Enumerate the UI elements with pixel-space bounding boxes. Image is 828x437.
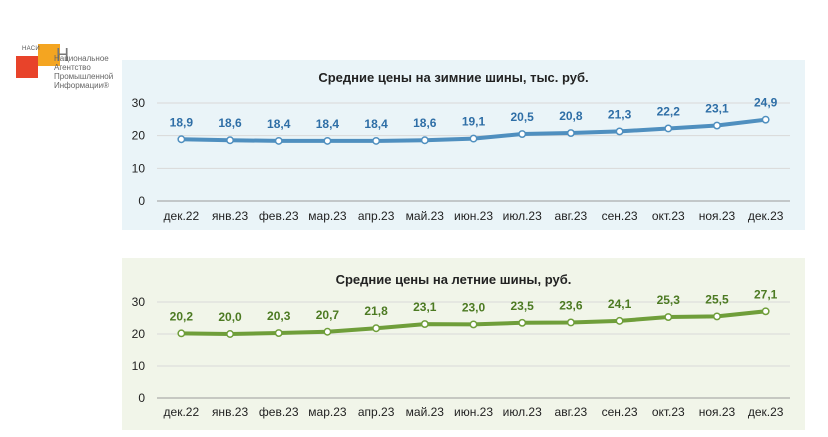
x-tick-label: ноя.23 [699, 405, 736, 419]
data-label: 20,8 [559, 109, 583, 123]
x-tick-label: апр.23 [358, 209, 395, 223]
x-tick-label: окт.23 [652, 209, 685, 223]
data-point [226, 330, 234, 338]
x-tick-label: сен.23 [602, 209, 638, 223]
y-tick-label: 20 [132, 129, 146, 143]
logo-text: Национальное Агентство Промышленной Инфо… [54, 54, 114, 90]
y-tick-label: 10 [132, 359, 146, 373]
x-tick-label: июл.23 [503, 405, 542, 419]
data-point [372, 136, 381, 145]
data-point [518, 130, 527, 138]
data-point [323, 136, 332, 145]
data-label: 21,3 [608, 107, 632, 121]
data-label: 24,1 [608, 297, 632, 311]
data-label: 25,5 [705, 292, 729, 306]
data-point [518, 318, 527, 327]
x-tick-label: дек.23 [748, 405, 784, 419]
x-tick-label: апр.23 [358, 405, 395, 419]
x-tick-label: июн.23 [454, 209, 493, 223]
x-tick-label: янв.23 [212, 209, 249, 223]
data-label: 18,6 [413, 116, 437, 130]
data-point [274, 136, 283, 145]
data-point [323, 327, 332, 336]
x-tick-label: янв.23 [212, 405, 249, 419]
data-label: 23,1 [413, 300, 437, 314]
x-tick-label: мар.23 [308, 405, 347, 419]
x-tick-label: дек.22 [164, 405, 200, 419]
data-point [177, 329, 186, 338]
chart-2: Средние цены на летние шины, руб. 0 10 20 30… [122, 258, 805, 430]
x-tick-label: дек.23 [748, 209, 784, 223]
data-label: 20,5 [511, 110, 535, 124]
data-point [274, 329, 283, 337]
chart-title: Средние цены на летние шины, руб. [336, 272, 572, 287]
data-label: 20,3 [267, 309, 291, 323]
data-point [469, 320, 478, 329]
x-tick-label: авг.23 [555, 405, 588, 419]
x-tick-label: фев.23 [259, 209, 299, 223]
data-label: 20,2 [170, 309, 194, 323]
data-point [761, 115, 770, 124]
data-label: 27,1 [754, 287, 778, 301]
data-label: 22,2 [657, 104, 681, 118]
chart-title: Средние цены на зимние шины, тыс. руб. [318, 70, 588, 85]
data-point [713, 121, 721, 130]
y-tick-label: 0 [138, 194, 145, 208]
y-tick-label: 30 [132, 96, 146, 110]
data-label: 19,1 [462, 115, 486, 129]
data-label: 20,7 [316, 308, 340, 322]
data-point [420, 320, 429, 329]
data-label: 18,6 [218, 116, 242, 130]
x-tick-label: сен.23 [602, 405, 638, 419]
data-label: 23,1 [705, 102, 729, 116]
data-label: 18,4 [316, 117, 340, 131]
data-point [566, 318, 575, 327]
y-tick-label: 30 [132, 295, 146, 309]
logo-initial: Н [56, 45, 69, 65]
data-point [469, 134, 478, 143]
data-label: 20,0 [218, 310, 242, 324]
x-tick-label: май.23 [406, 405, 445, 419]
napi-logo: НАСИ Н Национальное Агентство Промышленн… [16, 44, 126, 104]
x-tick-label: июн.23 [454, 405, 493, 419]
data-point [566, 129, 575, 138]
y-tick-label: 20 [132, 327, 146, 341]
logo-red-square [16, 56, 38, 78]
data-label: 25,3 [657, 293, 681, 307]
data-label: 18,9 [170, 115, 194, 129]
chart-panel [122, 60, 805, 230]
data-label: 23,5 [511, 299, 535, 313]
y-tick-label: 0 [138, 391, 145, 405]
x-tick-label: фев.23 [259, 405, 299, 419]
data-point [372, 324, 381, 333]
data-label: 21,8 [364, 304, 388, 318]
data-point [615, 316, 624, 325]
x-tick-label: ноя.23 [699, 209, 736, 223]
data-point [713, 312, 721, 321]
chart-panel [122, 258, 805, 430]
logo-orange-square [38, 44, 60, 66]
chart-1: Средние цены на зимние шины, тыс. руб. 0 1… [122, 60, 805, 230]
x-tick-label: авг.23 [555, 209, 588, 223]
x-tick-label: мар.23 [308, 209, 347, 223]
data-point [615, 127, 624, 136]
data-label: 23,0 [462, 300, 486, 314]
data-label: 23,6 [559, 298, 583, 312]
x-tick-label: май.23 [406, 209, 445, 223]
data-point [177, 135, 186, 144]
data-point [761, 307, 770, 316]
data-point [664, 313, 673, 321]
logo-abbr: НАСИ [22, 46, 41, 52]
data-point [226, 136, 234, 145]
y-tick-label: 10 [132, 161, 146, 175]
x-tick-label: дек.22 [164, 209, 200, 223]
data-label: 24,9 [754, 96, 778, 110]
x-tick-label: июл.23 [503, 209, 542, 223]
data-label: 18,4 [267, 117, 291, 131]
data-point [664, 124, 673, 133]
data-label: 18,4 [364, 117, 388, 131]
data-point [420, 136, 429, 145]
x-tick-label: окт.23 [652, 405, 685, 419]
